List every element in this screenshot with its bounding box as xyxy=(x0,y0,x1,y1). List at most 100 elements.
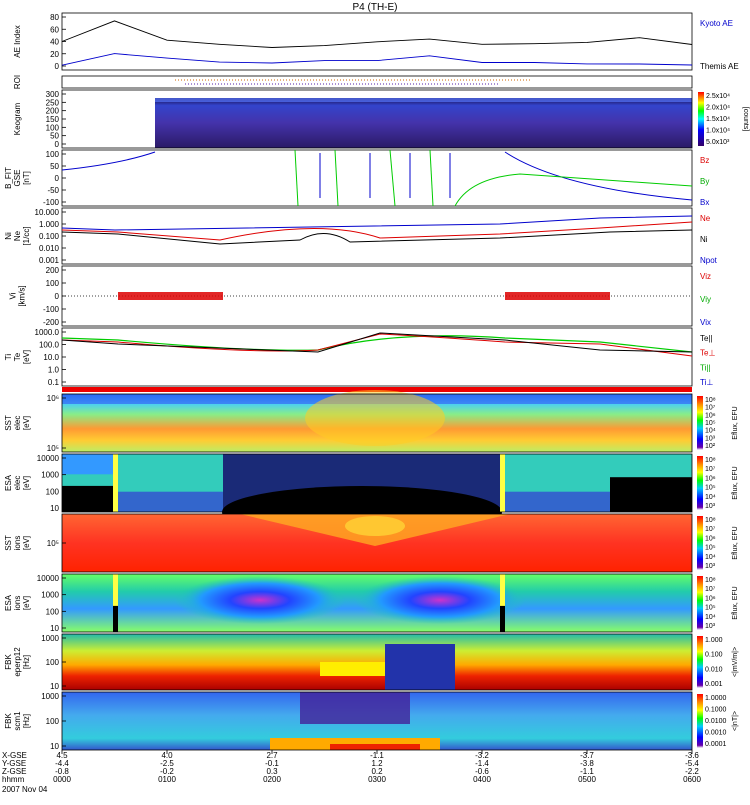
date-label: 2007 Nov 04 xyxy=(2,785,48,794)
y-axis-label: ROI xyxy=(13,75,22,89)
y-axis-label-line: Ne xyxy=(13,230,22,241)
panel-roi: ROI xyxy=(13,75,693,89)
ephemeris-value: -1.1 xyxy=(580,767,594,776)
keogram-image xyxy=(155,98,692,148)
y-tick-label: 1.0 xyxy=(48,366,60,375)
legend-label: Te⊥ xyxy=(700,349,715,358)
series-line-kyoto-ae xyxy=(61,20,693,48)
panel-bfit: B_FITGSE[nT] 100 50 0 -50 -100 Bz By Bx xyxy=(4,149,709,207)
y-axis-label-line: ions xyxy=(13,536,22,551)
colorbar-tick-label: 5.0x10³ xyxy=(706,139,730,146)
colorbar-tick-label: 1.0x10⁴ xyxy=(706,128,730,135)
colorbar-tick-label: 10⁶ xyxy=(705,595,716,602)
y-tick-label: 10.000 xyxy=(35,208,60,217)
y-axis-label: AE Index xyxy=(13,25,22,57)
colorbar-tick-label: 0.001 xyxy=(705,681,723,688)
y-axis-label: FBKscm1[Hz] xyxy=(4,711,31,731)
legend-label: Bx xyxy=(700,198,709,207)
y-tick-label: 150 xyxy=(46,115,60,124)
colorbar-tick-label: 0.0100 xyxy=(705,718,727,725)
colorbar-tick-label: 10⁸ xyxy=(705,397,716,404)
y-axis-label: ESAions[eV] xyxy=(4,594,31,611)
colorbar-tick-label: 10⁷ xyxy=(705,405,716,412)
vi-noise-block-1 xyxy=(118,292,223,300)
y-tick-label: 100 xyxy=(46,123,60,132)
bx-trace-start xyxy=(61,151,156,171)
esa-ions-marker-2-low xyxy=(500,605,505,632)
y-tick-label: 100 xyxy=(46,607,60,616)
by-spike xyxy=(334,149,339,207)
ephemeris-row-label: Z-GSE xyxy=(2,767,26,776)
y-axis-label-line: ESA xyxy=(4,594,13,611)
y-tick-label: -50 xyxy=(47,186,59,195)
colorbar-tick-label: 10⁵ xyxy=(705,605,716,612)
y-tick-label: 100 xyxy=(46,717,60,726)
y-tick-label: 10000 xyxy=(37,454,60,463)
legend-label: Vix xyxy=(700,318,711,327)
esa-elec-left-blue xyxy=(62,454,117,475)
ephemeris-value: 0600 xyxy=(683,775,701,784)
colorbar-tick-label: 2.5x10⁴ xyxy=(706,93,730,100)
y-tick-label: 10 xyxy=(50,682,59,691)
colorbar-title: Eflux, EFU xyxy=(732,586,739,619)
y-tick-label: 1000 xyxy=(41,692,59,701)
colorbar-tick-label: 10³ xyxy=(705,435,716,442)
ephemeris-value: -2.5 xyxy=(160,759,174,768)
y-tick-label: 10⁵ xyxy=(47,444,59,453)
y-tick-label: 0.010 xyxy=(39,244,60,253)
y-tick-label: 0 xyxy=(55,292,60,301)
y-tick-label: 60 xyxy=(50,25,59,34)
panel-fbk_e: FBKeperp12[Hz] 1000 100 10 1.000 0.100 0.010 0.… xyxy=(4,633,739,691)
y-tick-label: 0.001 xyxy=(39,256,60,265)
y-axis-label-line: eperp12 xyxy=(13,647,22,677)
panel-esa_i: ESAions[eV] 10000 1000 100 10 10⁸ 10⁷ 10⁶ 10⁵ 10⁴… xyxy=(4,573,739,633)
y-axis-label-line: [Hz] xyxy=(22,655,31,669)
colorbar-tick-label: 10³ xyxy=(705,623,716,630)
esa-elec-marker-2 xyxy=(500,454,505,512)
ephemeris-value: 4.5 xyxy=(56,751,68,760)
esa-ions-marker-2 xyxy=(500,574,505,632)
ephemeris-value: 0000 xyxy=(53,775,71,784)
y-axis-label-line: Keogram xyxy=(13,102,22,135)
panel-ti: TiTe[eV] 1000.0 100.0 10.0 1.0 0.1 Te|| Te⊥ Ti||… xyxy=(4,327,715,387)
y-axis-label: Keogram xyxy=(13,102,22,135)
fbk-scm-purple-block xyxy=(300,692,410,724)
panel-frame xyxy=(61,149,693,207)
panel-fbk_s: FBKscm1[Hz] 1000 100 10 1.0000 0.1000 0.0100 0.… xyxy=(4,691,739,751)
ephemeris-value: -0.6 xyxy=(475,767,489,776)
panel-frame xyxy=(61,327,693,387)
ephemeris-value: -3.2 xyxy=(475,751,489,760)
colorbar-tick-label: 10⁵ xyxy=(705,420,716,427)
legend-label: By xyxy=(700,177,709,186)
esa-elec-band-a xyxy=(118,491,223,512)
colorbar-tick-label: 1.0000 xyxy=(705,695,727,702)
npot-trace xyxy=(61,215,693,231)
legend-label: Themis AE xyxy=(700,62,739,71)
colorbar-title: Eflux, EFU xyxy=(732,466,739,499)
ephemeris-value: -3.6 xyxy=(685,751,699,760)
esa-elec-right-black xyxy=(610,477,692,512)
colorbar-tick-label: 10⁷ xyxy=(705,466,716,473)
ephemeris-value: -0.1 xyxy=(265,759,279,768)
y-tick-label: 50 xyxy=(50,162,59,171)
y-axis-label-line: Vi xyxy=(9,292,18,299)
ephemeris-value: -0.2 xyxy=(160,767,174,776)
colorbar-title: Eflux, EFU xyxy=(732,406,739,439)
y-tick-label: 0.100 xyxy=(39,232,60,241)
series-line-themis-ae xyxy=(61,53,693,66)
sst-ions-top-lobe xyxy=(345,516,405,536)
esa-elec-marker-1 xyxy=(113,454,118,512)
colorbar-tick-label: 2.0x10⁴ xyxy=(706,105,730,112)
separator-bar xyxy=(62,387,692,392)
colorbar-tick-label: 1.5x10⁴ xyxy=(706,116,730,123)
y-tick-label: -100 xyxy=(43,305,60,314)
colorbar-tick-label: 10⁴ xyxy=(705,428,716,435)
fbk-eperp-blue-block xyxy=(385,644,455,690)
plot-title: P4 (TH-E) xyxy=(353,2,398,13)
y-axis-label-line: GSE xyxy=(13,170,22,187)
y-tick-label: 10.0 xyxy=(43,353,59,362)
y-axis-label: NiNe[1/cc] xyxy=(4,226,31,245)
y-tick-label: 10⁶ xyxy=(47,394,59,403)
legend-label: Ni xyxy=(700,235,708,244)
